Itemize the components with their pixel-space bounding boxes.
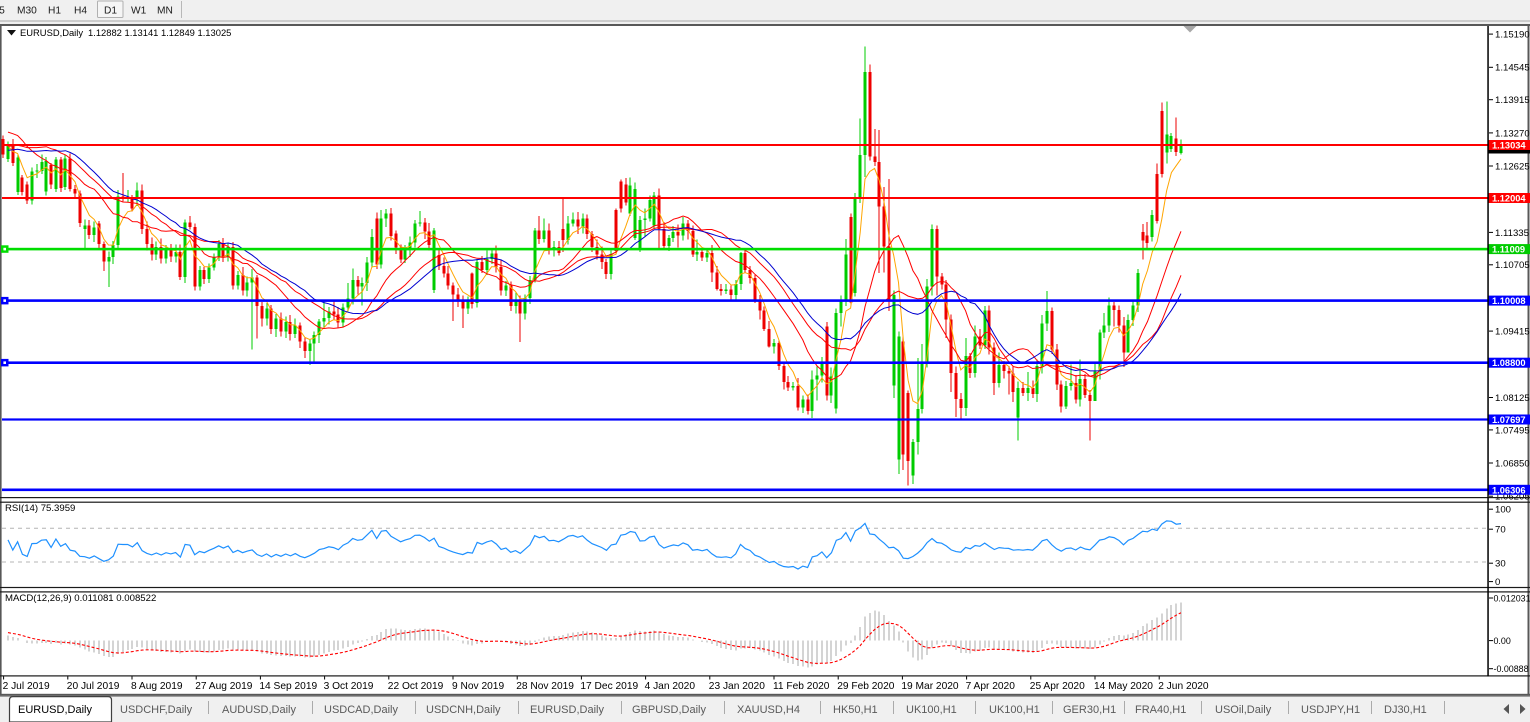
svg-text:XAUUSD,H4: XAUUSD,H4 <box>737 704 800 716</box>
svg-text:2 Jun 2020: 2 Jun 2020 <box>1158 681 1209 692</box>
svg-text:H1: H1 <box>48 6 61 17</box>
svg-text:RSI(14) 75.3959: RSI(14) 75.3959 <box>5 503 75 514</box>
svg-text:USDJPY,H1: USDJPY,H1 <box>1301 704 1360 716</box>
svg-text:MN: MN <box>157 6 173 17</box>
svg-text:1.11335: 1.11335 <box>1495 228 1529 239</box>
svg-text:27 Aug 2019: 27 Aug 2019 <box>195 681 253 692</box>
svg-text:1.13270: 1.13270 <box>1495 128 1530 139</box>
svg-text:28 Nov 2019: 28 Nov 2019 <box>516 681 574 692</box>
svg-text:GBPUSD,Daily: GBPUSD,Daily <box>632 704 706 716</box>
svg-text:1.15190: 1.15190 <box>1495 30 1530 41</box>
svg-text:2 Jul 2019: 2 Jul 2019 <box>3 681 50 692</box>
svg-text:29 Feb 2020: 29 Feb 2020 <box>837 681 895 692</box>
svg-text:9 Nov 2019: 9 Nov 2019 <box>452 681 504 692</box>
svg-text:11 Feb 2020: 11 Feb 2020 <box>773 681 830 692</box>
svg-text:1.10008: 1.10008 <box>1492 296 1526 306</box>
svg-text:1.13034: 1.13034 <box>1492 141 1526 151</box>
svg-text:W1: W1 <box>131 6 147 17</box>
svg-text:25 Apr 2020: 25 Apr 2020 <box>1030 681 1085 692</box>
svg-text:1.07697: 1.07697 <box>1492 415 1526 425</box>
svg-text:EURUSD,Daily: EURUSD,Daily <box>18 704 92 716</box>
svg-text:100: 100 <box>1495 505 1511 516</box>
svg-text:1.10705: 1.10705 <box>1495 260 1530 271</box>
svg-text:14 Sep 2019: 14 Sep 2019 <box>259 681 317 692</box>
svg-text:D1: D1 <box>104 6 117 17</box>
svg-text:UK100,H1: UK100,H1 <box>989 704 1040 716</box>
svg-text:EURUSD,Daily: EURUSD,Daily <box>20 27 83 38</box>
svg-text:USDCNH,Daily: USDCNH,Daily <box>426 704 501 716</box>
svg-text:3 Oct 2019: 3 Oct 2019 <box>324 681 374 692</box>
svg-text:1.14545: 1.14545 <box>1495 63 1530 74</box>
svg-text:-0.00888: -0.00888 <box>1494 664 1529 674</box>
svg-text:14 May 2020: 14 May 2020 <box>1094 681 1153 692</box>
svg-text:HK50,H1: HK50,H1 <box>833 704 878 716</box>
svg-text:0: 0 <box>1495 577 1500 588</box>
svg-text:AUDUSD,Daily: AUDUSD,Daily <box>222 704 296 716</box>
svg-text:UK100,H1: UK100,H1 <box>906 704 957 716</box>
svg-text:1.08125: 1.08125 <box>1495 393 1530 404</box>
svg-text:1.12004: 1.12004 <box>1492 194 1526 204</box>
svg-text:30: 30 <box>1495 559 1506 570</box>
svg-text:EURUSD,Daily: EURUSD,Daily <box>530 704 604 716</box>
svg-text:19 Mar 2020: 19 Mar 2020 <box>901 681 959 692</box>
svg-text:GER30,H1: GER30,H1 <box>1063 704 1116 716</box>
svg-text:23 Jan 2020: 23 Jan 2020 <box>709 681 765 692</box>
svg-text:FRA40,H1: FRA40,H1 <box>1135 704 1186 716</box>
svg-text:MACD(12,26,9) 0.011081 0.00852: MACD(12,26,9) 0.011081 0.008522 <box>5 593 156 604</box>
svg-text:1.13915: 1.13915 <box>1495 95 1530 106</box>
svg-text:17 Dec 2019: 17 Dec 2019 <box>580 681 638 692</box>
svg-text:H4: H4 <box>74 6 87 17</box>
svg-text:1.07495: 1.07495 <box>1495 425 1530 436</box>
svg-text:1.11009: 1.11009 <box>1492 245 1525 255</box>
svg-text:M15: M15 <box>0 6 5 17</box>
svg-text:1.06850: 1.06850 <box>1495 458 1530 469</box>
svg-text:1.06306: 1.06306 <box>1492 485 1526 495</box>
svg-text:20 Jul 2019: 20 Jul 2019 <box>67 681 120 692</box>
svg-text:1.12625: 1.12625 <box>1495 161 1530 172</box>
svg-text:1.12882 1.13141 1.12849 1.1302: 1.12882 1.13141 1.12849 1.13025 <box>88 27 231 38</box>
svg-text:1.09415: 1.09415 <box>1495 327 1530 338</box>
svg-text:USDCAD,Daily: USDCAD,Daily <box>324 704 398 716</box>
svg-text:70: 70 <box>1495 525 1506 536</box>
svg-text:M30: M30 <box>17 6 37 17</box>
svg-text:7 Apr 2020: 7 Apr 2020 <box>966 681 1016 692</box>
svg-text:8 Aug 2019: 8 Aug 2019 <box>131 681 183 692</box>
svg-text:22 Oct 2019: 22 Oct 2019 <box>388 681 444 692</box>
svg-text:USOil,Daily: USOil,Daily <box>1215 704 1272 716</box>
svg-text:USDCHF,Daily: USDCHF,Daily <box>120 704 193 716</box>
svg-text:0.012031: 0.012031 <box>1494 593 1530 603</box>
svg-text:0.00: 0.00 <box>1494 636 1511 646</box>
svg-text:4 Jan 2020: 4 Jan 2020 <box>645 681 696 692</box>
svg-text:1.08800: 1.08800 <box>1492 358 1526 368</box>
svg-text:DJ30,H1: DJ30,H1 <box>1384 704 1427 716</box>
